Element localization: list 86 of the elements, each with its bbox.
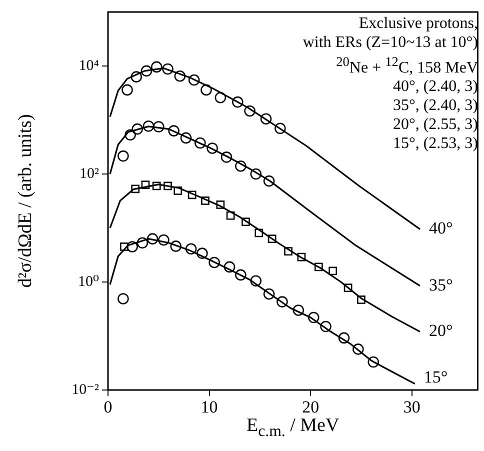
annotation: with ERs (Z=10~13 at 10°) <box>302 33 478 52</box>
point <box>141 180 150 190</box>
point <box>200 84 212 96</box>
x-axis-title: E$_{c.m.}$ / MeV <box>245 415 340 441</box>
annotation: 40°, (2.40, 3) <box>392 77 478 96</box>
point <box>276 296 288 308</box>
point <box>232 96 244 108</box>
point <box>344 284 352 292</box>
point <box>268 234 276 244</box>
point <box>250 275 262 287</box>
y-tick-label: 10² <box>80 166 100 182</box>
series-label: 15° <box>424 367 448 386</box>
point <box>150 61 162 73</box>
point <box>122 84 133 96</box>
point <box>196 248 208 259</box>
point <box>220 152 232 163</box>
point <box>152 182 161 190</box>
x-tick-label: 20 <box>302 398 320 417</box>
point <box>328 266 338 276</box>
point <box>260 113 272 125</box>
point <box>235 160 246 172</box>
y-tick-label: 10⁴ <box>78 58 99 74</box>
point <box>284 247 292 256</box>
point <box>320 320 332 332</box>
point <box>263 175 275 187</box>
point <box>136 237 148 249</box>
point <box>152 121 164 132</box>
point <box>185 243 197 255</box>
point <box>216 200 225 209</box>
point <box>254 228 264 238</box>
x-tick-label: 10 <box>200 398 218 417</box>
point <box>357 296 366 304</box>
point <box>142 120 154 132</box>
point <box>292 304 304 316</box>
point <box>308 312 320 324</box>
point <box>368 356 380 368</box>
point <box>244 105 256 117</box>
point <box>131 184 140 194</box>
x-tick-label: 0 <box>104 398 112 417</box>
point <box>250 168 262 180</box>
point <box>226 211 235 220</box>
point <box>120 242 128 251</box>
point <box>146 233 158 244</box>
point <box>194 137 206 149</box>
point <box>124 129 136 141</box>
annotation: 15°, (2.53, 3) <box>392 134 478 154</box>
annotation: $^{20}$Ne + $^{12}$C, 158 MeV <box>335 53 478 78</box>
point <box>314 262 323 272</box>
point <box>132 123 144 135</box>
point <box>188 74 200 86</box>
x-tick-label: 30 <box>403 398 420 417</box>
y-axis-title: d²σ/dΩdE / (arb. units) <box>15 114 37 288</box>
annotation: 20°, (2.55, 3) <box>392 115 478 134</box>
point <box>274 122 286 134</box>
point <box>242 218 250 226</box>
point <box>214 92 226 104</box>
point <box>206 142 218 154</box>
series-label: 35° <box>428 275 453 294</box>
y-tick-label: 10⁰ <box>78 274 99 290</box>
point <box>297 252 306 262</box>
point <box>180 132 192 144</box>
point <box>188 190 196 200</box>
point <box>174 70 186 82</box>
annotation: 35°, (2.40, 3) <box>392 96 478 116</box>
point <box>338 332 350 344</box>
series-label: 40° <box>428 218 453 238</box>
point <box>162 63 174 75</box>
point <box>352 344 364 355</box>
point <box>208 256 220 268</box>
point <box>158 234 170 246</box>
point <box>118 150 129 162</box>
point <box>235 269 246 281</box>
point <box>140 65 152 77</box>
point <box>224 261 236 273</box>
y-tick-label: 10⁻² <box>72 382 100 398</box>
point <box>174 186 182 195</box>
point <box>168 125 180 136</box>
point <box>126 241 138 252</box>
point <box>130 71 142 82</box>
point <box>263 288 275 300</box>
annotation: Exclusive protons, <box>358 14 478 33</box>
point <box>170 240 182 252</box>
point <box>164 182 172 190</box>
point <box>118 293 129 304</box>
point <box>201 196 210 205</box>
series-label: 20° <box>428 321 453 340</box>
